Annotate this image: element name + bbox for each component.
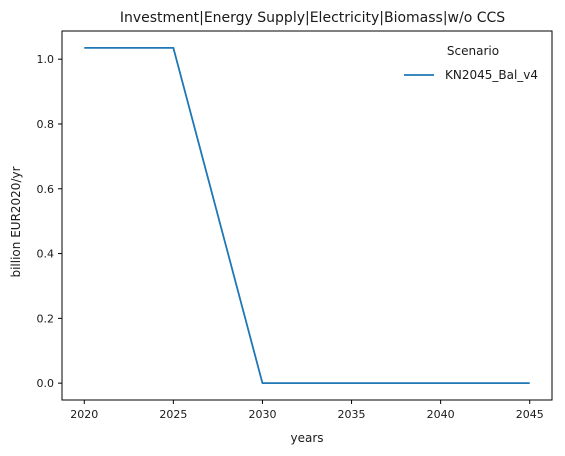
- series-line-0: [84, 46, 530, 385]
- y-tick-label: 0.4: [37, 248, 55, 261]
- y-tick-label: 0.8: [37, 118, 55, 131]
- y-tick-label: 1.0: [37, 53, 55, 66]
- y-axis-label: billion EUR2020/yr: [9, 166, 23, 277]
- legend-title: Scenario: [447, 44, 499, 58]
- x-tick-label: 2035: [338, 408, 366, 421]
- y-tick-label: 0.0: [37, 377, 55, 390]
- x-tick-label: 2040: [427, 408, 455, 421]
- legend: Scenario KN2045_Bal_v4: [404, 44, 538, 82]
- y-tick-label: 0.2: [37, 312, 55, 325]
- x-tick-label: 2020: [70, 408, 98, 421]
- x-axis-label: years: [290, 431, 323, 445]
- plot-area: 2020 2025 2030 2035 2040 2045 0.0 0.2 0.4 0.6 0.8 1…: [37, 30, 553, 421]
- x-tick-label: 2025: [159, 408, 187, 421]
- y-tick-label: 0.6: [37, 183, 55, 196]
- legend-entry-label: KN2045_Bal_v4: [445, 68, 538, 82]
- x-tick-label: 2030: [248, 408, 276, 421]
- axes-frame: [61, 30, 553, 401]
- chart-title: Investment|Energy Supply|Electricity|Bio…: [120, 10, 505, 26]
- x-tick-label: 2045: [516, 408, 544, 421]
